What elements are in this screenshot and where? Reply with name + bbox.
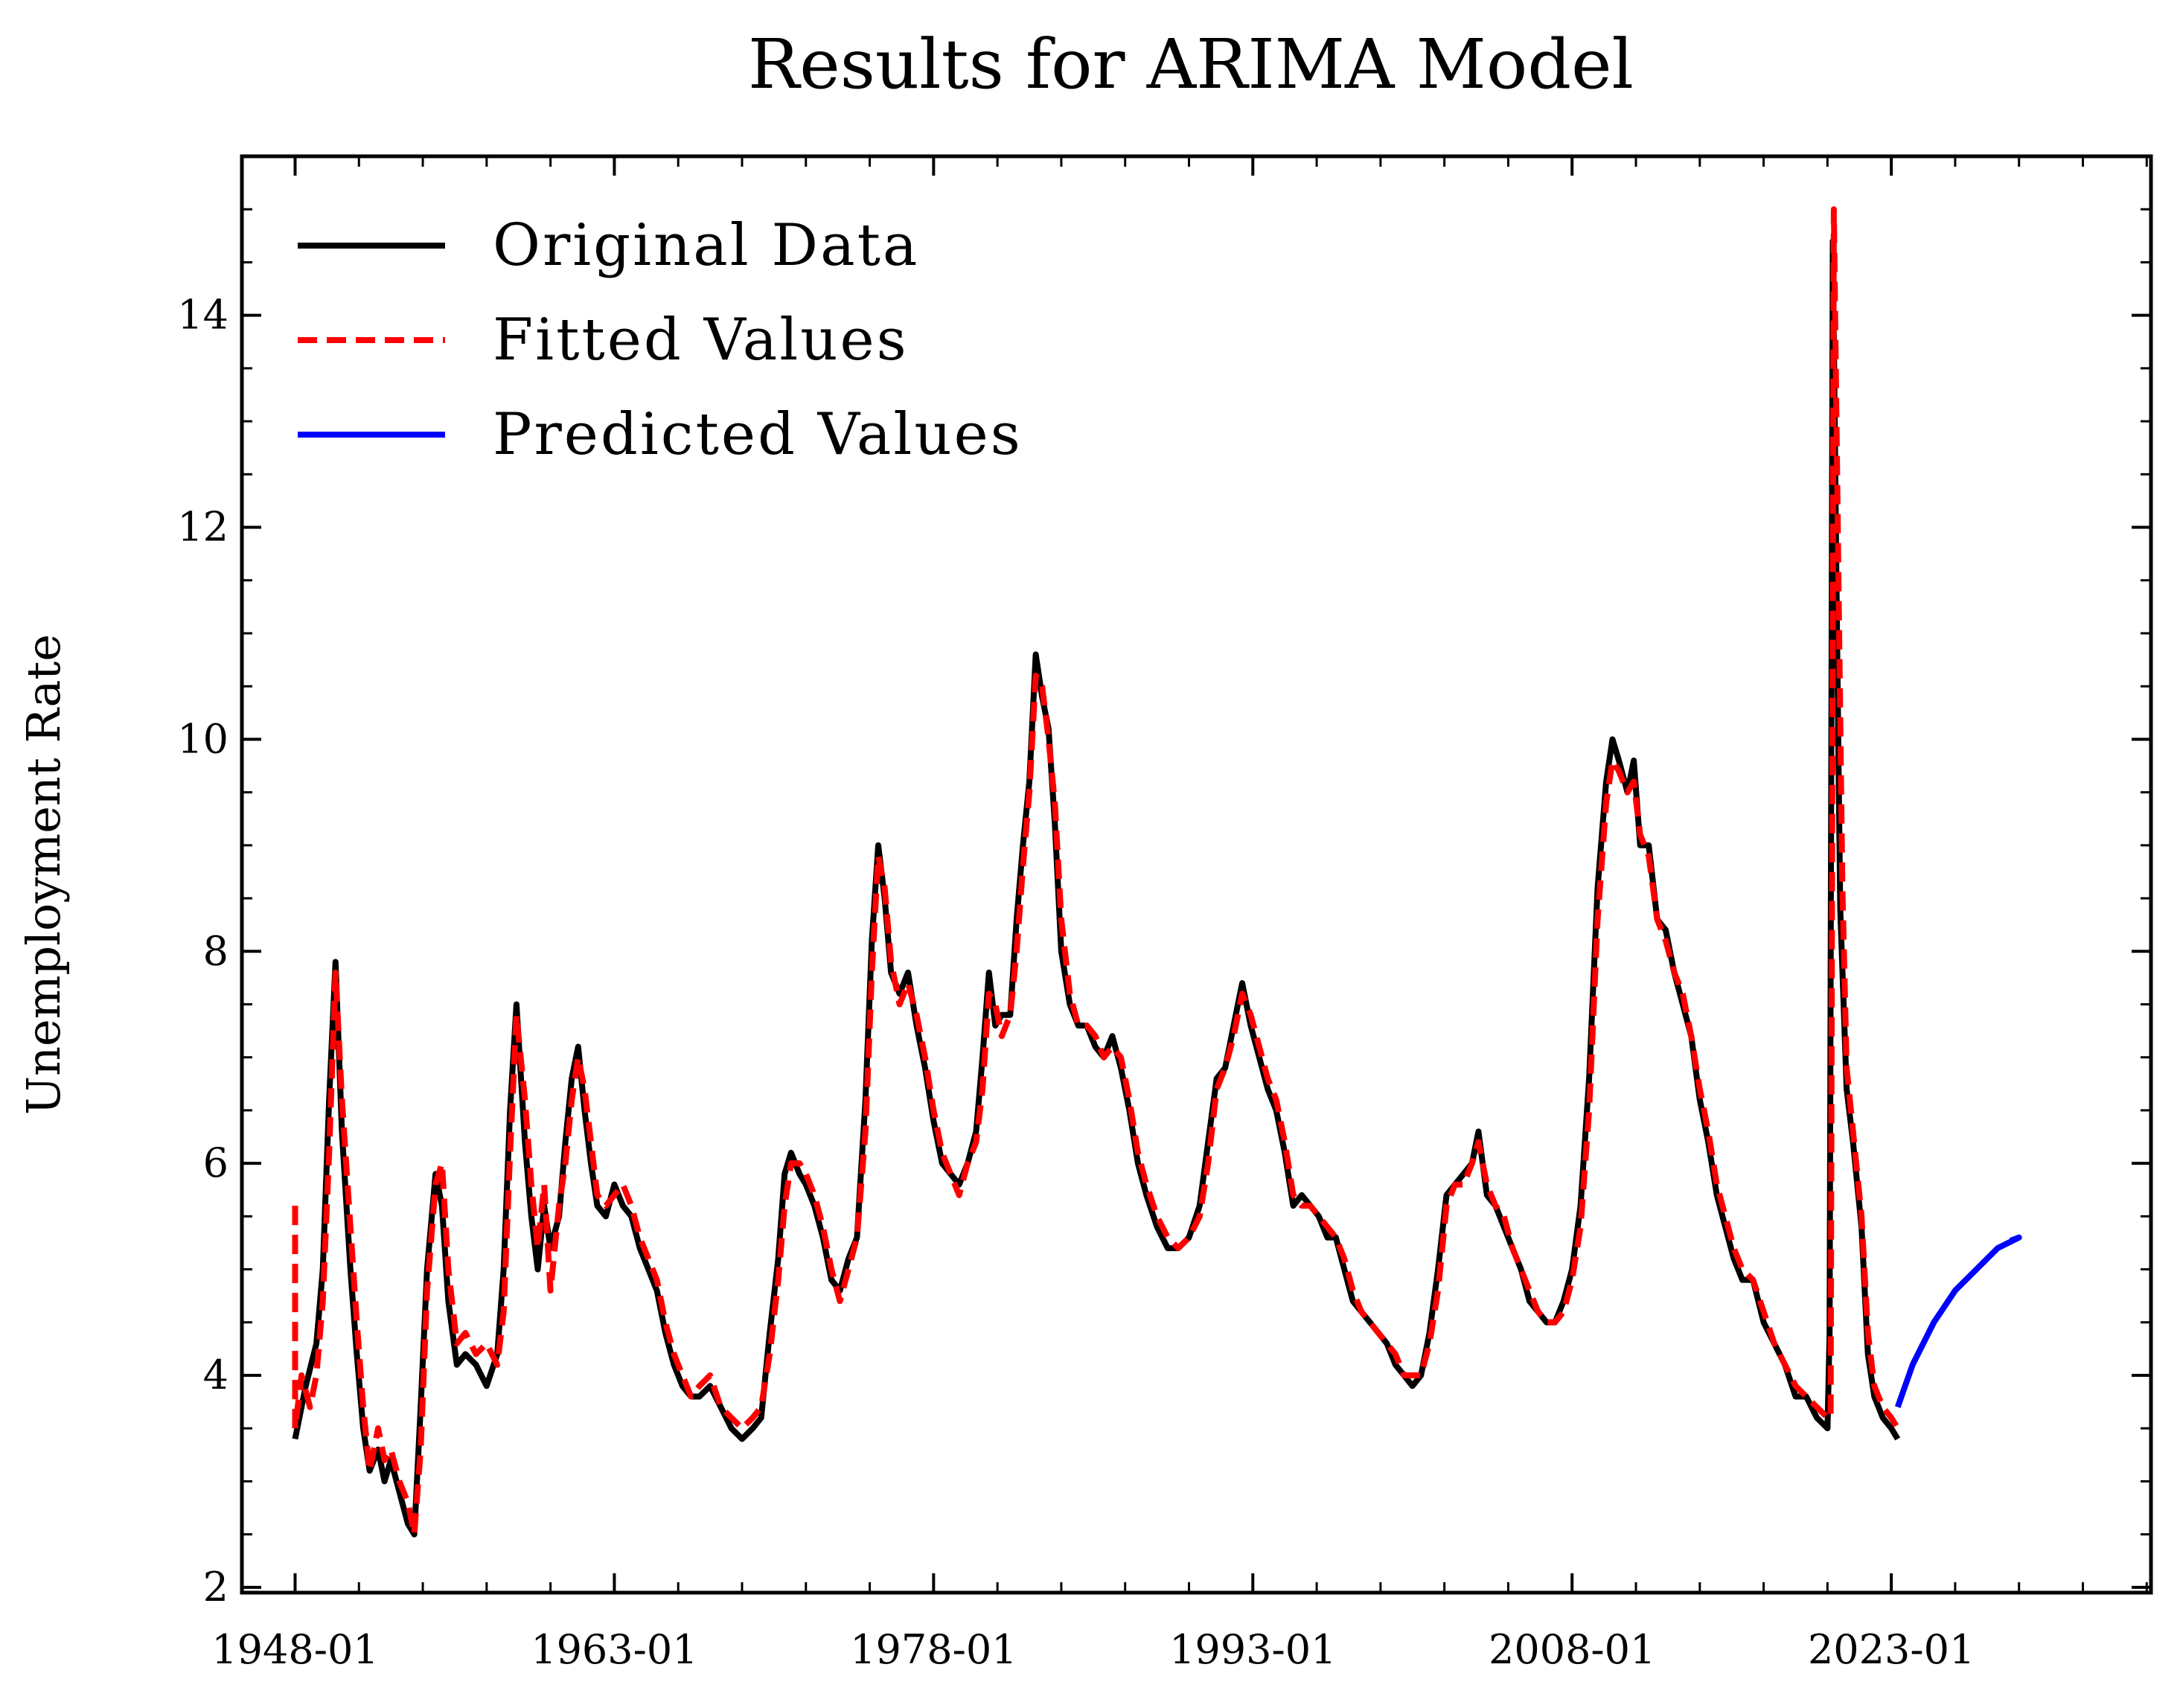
legend-label-original: Original Data <box>493 212 919 279</box>
y-tick-label: 8 <box>203 927 228 974</box>
legend-label-fitted: Fitted Values <box>493 307 909 374</box>
legend-label-predicted: Predicted Values <box>493 401 1023 468</box>
series-group <box>292 206 2022 1538</box>
plot-frame <box>240 154 2153 1595</box>
y-tick-label: 4 <box>203 1352 228 1398</box>
x-tick-label: 1978-01 <box>850 1626 1017 1673</box>
y-tick-label: 2 <box>203 1564 228 1611</box>
x-tick-label: 2008-01 <box>1489 1626 1655 1673</box>
legend: Original Data Fitted Values Predicted Valu… <box>298 212 1023 468</box>
plot-area: 2 4 6 8 10 12 14 1948-01 1963-01 1978-01 1993-01 20… <box>177 154 2153 1673</box>
y-tick-label: 10 <box>177 715 228 762</box>
chart-title: Results for ARIMA Model <box>748 25 1634 104</box>
x-tick-label: 1963-01 <box>531 1626 697 1673</box>
y-axis-label: Unemployment Rate <box>16 634 71 1115</box>
y-tick-label: 12 <box>177 504 228 551</box>
y-tick-label: 6 <box>203 1139 228 1186</box>
x-tick-label: 1948-01 <box>211 1626 378 1673</box>
x-tick-label: 2023-01 <box>1808 1626 1975 1673</box>
series-line-fitted <box>292 206 1901 1538</box>
x-tick-label: 1993-01 <box>1169 1626 1336 1673</box>
y-tick-label: 14 <box>177 292 228 339</box>
series-line-predicted <box>1894 1234 2022 1409</box>
